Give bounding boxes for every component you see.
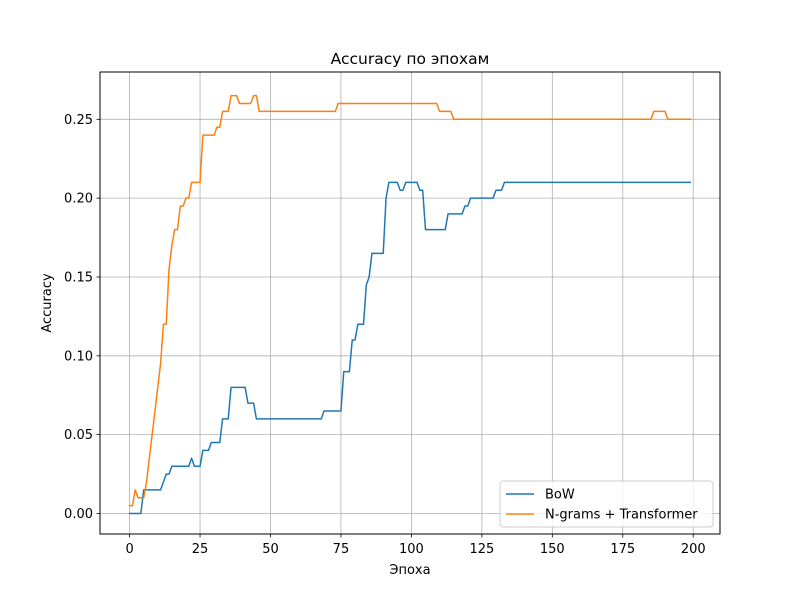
x-tick-label: 50 xyxy=(262,542,279,557)
x-tick-label: 200 xyxy=(681,542,706,557)
y-tick-label: 0.25 xyxy=(64,113,93,128)
y-axis-label: Accuracy xyxy=(40,273,55,333)
axis-ticks: 0 25 50 75 100 125 150 175 200 0.00 0.05 0.10 0.15 0.… xyxy=(64,113,706,557)
y-tick-label: 0.20 xyxy=(64,192,93,207)
x-tick-label: 100 xyxy=(399,542,424,557)
x-axis-label: Эпоха xyxy=(389,563,430,578)
x-tick-label: 25 xyxy=(192,542,209,557)
x-tick-label: 75 xyxy=(333,542,350,557)
legend: BoW N-grams + Transformer xyxy=(499,480,714,528)
y-tick-label: 0.15 xyxy=(64,270,93,285)
legend-label-ngrams-transformer: N-grams + Transformer xyxy=(545,508,698,523)
legend-box xyxy=(499,480,714,528)
series-line-ngrams-transformer xyxy=(128,94,692,507)
x-tick-label: 0 xyxy=(125,542,133,557)
x-tick-label: 175 xyxy=(610,542,635,557)
plot-frame xyxy=(99,71,721,535)
y-tick-label: 0.05 xyxy=(64,428,93,443)
x-tick-label: 150 xyxy=(540,542,565,557)
y-tick-label: 0.00 xyxy=(64,507,93,522)
series-line-bow xyxy=(128,181,692,515)
chart-title: Accuracy по эпохам xyxy=(331,50,490,68)
y-tick-label: 0.10 xyxy=(64,349,93,364)
series-lines xyxy=(128,94,692,515)
x-tick-label: 125 xyxy=(469,542,494,557)
legend-label-bow: BoW xyxy=(545,488,575,503)
